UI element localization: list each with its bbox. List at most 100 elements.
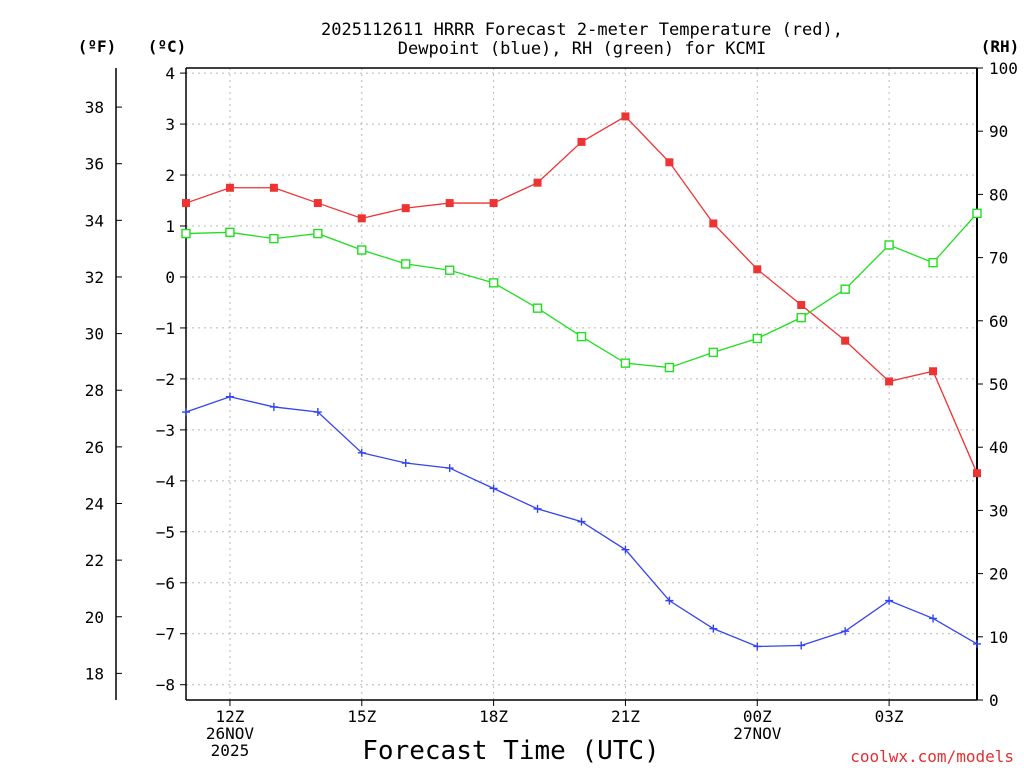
rh-tick-label: 60 — [989, 312, 1008, 331]
series-relative-humidity — [181, 208, 982, 373]
celsius-tick-label: −1 — [156, 319, 175, 338]
dewpoint-point — [182, 408, 190, 417]
rh-tick-label: 80 — [989, 185, 1008, 204]
rh-point — [884, 240, 894, 250]
x-tick-label: 12Z — [215, 707, 244, 726]
rh-point — [708, 347, 719, 358]
temperature-point — [182, 199, 190, 208]
dewpoint-point — [709, 624, 718, 633]
x-tick-label: 2025 — [211, 741, 250, 760]
temperature-point — [621, 112, 630, 121]
temperature-point — [225, 183, 234, 192]
celsius-tick-label: −7 — [156, 625, 175, 644]
rh-tick-label: 0 — [989, 691, 999, 710]
temperature-point — [665, 158, 674, 167]
celsius-tick-label: −4 — [156, 472, 175, 491]
dewpoint-point — [621, 545, 630, 554]
dewpoint-point — [445, 464, 454, 473]
temperature-point — [489, 199, 498, 208]
rh-point — [752, 333, 762, 344]
temperature-point — [313, 199, 322, 208]
temperature-point — [709, 219, 718, 228]
temperature-point — [401, 204, 410, 213]
celsius-tick-label: 2 — [165, 166, 175, 185]
fahrenheit-tick-label: 20 — [85, 608, 104, 627]
chart-title-line2: Dewpoint (blue), RH (green) for KCMI — [398, 39, 766, 59]
x-tick-label: 27NOV — [733, 724, 782, 743]
chart-title-line1: 2025112611 HRRR Forecast 2-meter Tempera… — [321, 20, 843, 40]
rh-point — [225, 227, 235, 238]
dewpoint-point — [797, 641, 806, 650]
fahrenheit-tick-label: 38 — [85, 98, 104, 117]
celsius-tick-label: 0 — [165, 268, 175, 287]
temperature-point — [357, 214, 366, 223]
celsius-tick-label: −5 — [156, 523, 175, 542]
dewpoint-point — [269, 402, 278, 411]
rh-point — [972, 208, 982, 219]
dewpoint-point — [489, 484, 498, 493]
rh-point — [796, 312, 806, 323]
rh-tick-label: 50 — [989, 375, 1008, 394]
celsius-unit-label: (ºC) — [148, 37, 187, 56]
celsius-tick-label: −6 — [156, 574, 175, 593]
rh-tick-label: 70 — [989, 249, 1008, 268]
rh-tick-label: 100 — [989, 59, 1018, 78]
celsius-tick-label: −2 — [156, 370, 175, 389]
dewpoint-point — [533, 504, 542, 513]
rh-unit-label: (RH) — [981, 37, 1020, 56]
rh-point — [532, 303, 543, 313]
fahrenheit-tick-label: 34 — [85, 211, 104, 230]
rh-point — [269, 233, 279, 244]
x-tick-label: 26NOV — [206, 724, 255, 743]
watermark: coolwx.com/models — [850, 747, 1014, 766]
fahrenheit-tick-label: 18 — [85, 664, 104, 683]
fahrenheit-tick-label: 24 — [85, 494, 104, 513]
temperature-point — [445, 199, 454, 208]
fahrenheit-tick-label: 36 — [85, 155, 104, 174]
temperature-point — [885, 377, 894, 386]
rh-point — [488, 278, 499, 288]
grid-lines — [186, 68, 977, 700]
rh-tick-label: 90 — [989, 122, 1008, 141]
rh-tick-label: 10 — [989, 628, 1008, 647]
rh-tick-label: 40 — [989, 438, 1008, 457]
series-line — [185, 212, 978, 369]
fahrenheit-unit-label: (ºF) — [78, 37, 117, 56]
x-tick-label: 18Z — [479, 707, 508, 726]
axes: 43210−1−2−3−4−5−6−7−83836343230282624222… — [85, 59, 1018, 760]
rh-point — [576, 331, 587, 342]
rh-point — [444, 265, 455, 275]
dewpoint-point — [357, 448, 366, 457]
series-temperature — [182, 112, 981, 478]
rh-point — [357, 245, 367, 255]
temperature-point — [841, 336, 850, 345]
rh-tick-label: 30 — [989, 501, 1008, 520]
x-tick-label: 03Z — [875, 707, 904, 726]
dewpoint-point — [577, 517, 586, 526]
rh-point — [181, 228, 191, 239]
celsius-tick-label: 1 — [165, 217, 175, 236]
series-dewpoint — [182, 392, 981, 651]
celsius-tick-label: −3 — [156, 421, 175, 440]
x-tick-label: 00Z — [743, 707, 772, 726]
dewpoint-point — [225, 392, 234, 401]
temperature-point — [577, 137, 586, 146]
dewpoint-point — [885, 596, 894, 605]
fahrenheit-tick-label: 22 — [85, 551, 104, 570]
celsius-tick-label: 3 — [165, 115, 175, 134]
rh-point — [401, 259, 411, 269]
temperature-point — [533, 178, 542, 187]
dewpoint-point — [753, 642, 762, 651]
temperature-point — [269, 183, 278, 192]
rh-point — [620, 358, 631, 368]
dewpoint-point — [401, 459, 410, 467]
x-tick-label: 21Z — [611, 707, 640, 726]
x-tick-label: 15Z — [347, 707, 376, 726]
celsius-tick-label: 4 — [165, 64, 175, 83]
series-line — [185, 115, 978, 474]
dewpoint-point — [973, 639, 981, 648]
rh-point — [928, 257, 938, 268]
dewpoint-point — [841, 627, 850, 636]
fahrenheit-tick-label: 26 — [85, 438, 104, 457]
